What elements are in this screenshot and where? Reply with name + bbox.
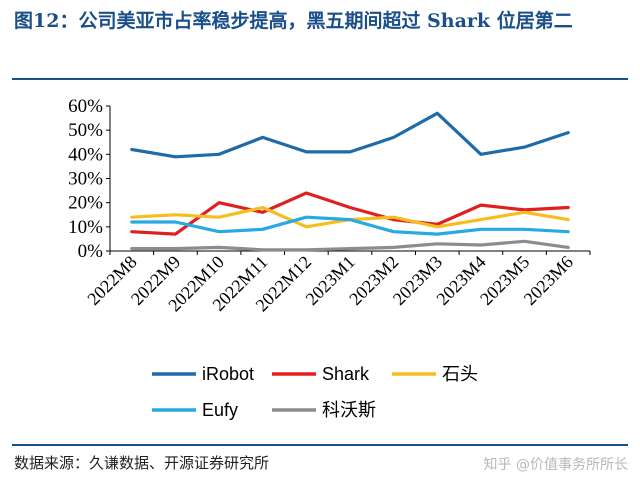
series-line — [130, 191, 570, 236]
chart-legend: iRobot Shark 石头 Eufy 科沃斯 — [152, 364, 478, 420]
x-axis-ticks: 2022M82022M92022M102022M112022M122023M12… — [83, 251, 591, 315]
legend-label: 石头 — [442, 364, 478, 384]
legend-label: Shark — [322, 364, 370, 384]
legend-label: 科沃斯 — [322, 400, 376, 420]
y-tick-label: 0% — [78, 241, 104, 262]
series-lines — [130, 111, 570, 252]
y-tick-label: 10% — [68, 217, 103, 238]
x-tick-label: 2023M6 — [520, 252, 577, 309]
legend-label: iRobot — [202, 364, 254, 384]
watermark: 知乎 @价值事务所所长 — [483, 457, 628, 473]
series-line — [130, 111, 570, 159]
figure-title: 图12：公司美亚市占率稳步提高，黑五期间超过 Shark 位居第二 — [14, 10, 573, 32]
top-rule — [12, 78, 628, 80]
y-tick-label: 50% — [68, 120, 103, 141]
y-tick-label: 30% — [68, 169, 103, 190]
series-line — [130, 215, 570, 236]
source-note: 数据来源：久谦数据、开源证券研究所 — [14, 454, 270, 472]
series-line — [130, 205, 570, 229]
y-tick-label: 20% — [68, 193, 103, 214]
series-line — [130, 239, 570, 252]
y-tick-label: 40% — [68, 144, 103, 165]
legend-label: Eufy — [202, 400, 238, 420]
y-axis-ticks: 0% 10% 20% 30% 40% 50% 60% — [68, 96, 110, 262]
bottom-rule — [12, 444, 628, 446]
y-tick-label: 60% — [68, 96, 103, 117]
